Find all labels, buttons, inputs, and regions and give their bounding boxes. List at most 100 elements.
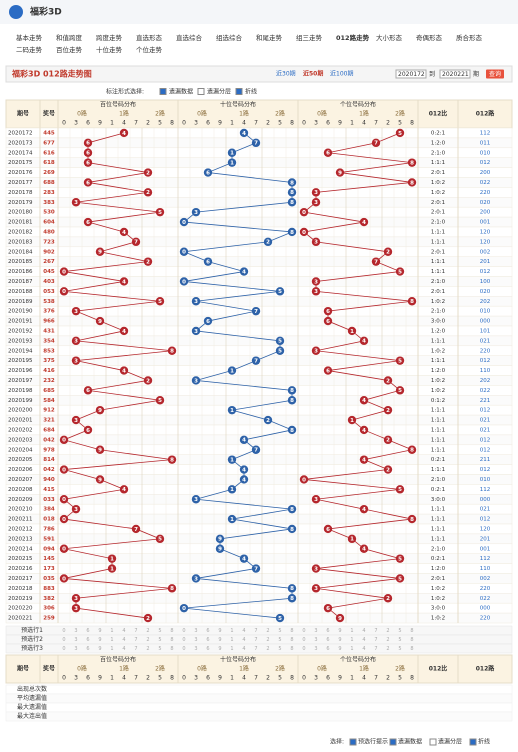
preselect-digit[interactable]: 9 bbox=[218, 637, 221, 643]
preselect-digit[interactable]: 5 bbox=[398, 646, 401, 652]
preselect-digit[interactable]: 7 bbox=[254, 637, 257, 643]
preselect-digit[interactable]: 4 bbox=[242, 637, 245, 643]
preselect-digit[interactable]: 2 bbox=[266, 628, 269, 634]
nav-link[interactable]: 十位走势 bbox=[96, 45, 123, 54]
checkbox[interactable] bbox=[235, 88, 243, 95]
preselect-digit[interactable]: 7 bbox=[374, 646, 377, 652]
nav-link[interactable]: 012路走势 bbox=[336, 33, 370, 42]
nav-link[interactable]: 组三走势 bbox=[296, 33, 323, 42]
preselect-digit[interactable]: 7 bbox=[374, 637, 377, 643]
checkbox[interactable] bbox=[429, 738, 437, 746]
preselect-digit[interactable]: 6 bbox=[86, 628, 89, 634]
preselect-digit[interactable]: 0 bbox=[62, 637, 65, 643]
preselect-digit[interactable]: 5 bbox=[278, 628, 281, 634]
checkbox[interactable] bbox=[389, 738, 397, 746]
preselect-digit[interactable]: 3 bbox=[74, 646, 77, 652]
query-button[interactable] bbox=[486, 69, 504, 79]
preselect-digit[interactable]: 6 bbox=[326, 646, 329, 652]
preselect-digit[interactable]: 5 bbox=[158, 637, 161, 643]
preselect-digit[interactable]: 2 bbox=[386, 646, 389, 652]
period-link[interactable]: 近100期 bbox=[330, 70, 353, 78]
preselect-digit[interactable]: 3 bbox=[74, 628, 77, 634]
preselect-digit[interactable]: 0 bbox=[182, 628, 185, 634]
preselect-digit[interactable]: 6 bbox=[206, 628, 209, 634]
preselect-digit[interactable]: 8 bbox=[410, 628, 413, 634]
preselect-digit[interactable]: 2 bbox=[386, 628, 389, 634]
checkbox[interactable] bbox=[159, 88, 167, 95]
nav-link[interactable]: 和尾走势 bbox=[256, 33, 283, 42]
preselect-digit[interactable]: 3 bbox=[314, 628, 317, 634]
preselect-digit[interactable]: 2 bbox=[146, 646, 149, 652]
preselect-digit[interactable]: 1 bbox=[230, 628, 233, 634]
preselect-digit[interactable]: 1 bbox=[110, 646, 113, 652]
preselect-digit[interactable]: 3 bbox=[314, 637, 317, 643]
preselect-digit[interactable]: 2 bbox=[266, 637, 269, 643]
preselect-digit[interactable]: 8 bbox=[290, 637, 293, 643]
preselect-digit[interactable]: 4 bbox=[362, 637, 365, 643]
nav-link[interactable]: 二码走势 bbox=[16, 45, 43, 54]
nav-link[interactable]: 个位走势 bbox=[136, 45, 163, 54]
nav-link[interactable]: 和值跨度 bbox=[56, 33, 83, 42]
preselect-digit[interactable]: 9 bbox=[218, 628, 221, 634]
from-input[interactable] bbox=[395, 69, 427, 79]
preselect-digit[interactable]: 0 bbox=[62, 628, 65, 634]
preselect-digit[interactable]: 9 bbox=[338, 646, 341, 652]
preselect-digit[interactable]: 0 bbox=[302, 637, 305, 643]
footer-option[interactable]: 折线 bbox=[478, 738, 490, 746]
preselect-digit[interactable]: 1 bbox=[230, 646, 233, 652]
preselect-digit[interactable]: 8 bbox=[410, 637, 413, 643]
preselect-digit[interactable]: 6 bbox=[86, 646, 89, 652]
preselect-digit[interactable]: 5 bbox=[398, 628, 401, 634]
preselect-digit[interactable]: 6 bbox=[206, 637, 209, 643]
option-label[interactable]: 遗漏分层 bbox=[207, 88, 231, 96]
preselect-digit[interactable]: 6 bbox=[86, 637, 89, 643]
preselect-digit[interactable]: 5 bbox=[278, 646, 281, 652]
option-label[interactable]: 折线 bbox=[245, 88, 257, 96]
nav-link[interactable]: 直选形态 bbox=[136, 33, 163, 42]
footer-option[interactable]: 遗漏分层 bbox=[438, 738, 462, 746]
footer-option[interactable]: 预选行提示 bbox=[358, 738, 388, 746]
preselect-digit[interactable]: 4 bbox=[122, 637, 125, 643]
preselect-digit[interactable]: 8 bbox=[290, 628, 293, 634]
nav-link[interactable]: 质合形态 bbox=[456, 33, 483, 42]
preselect-digit[interactable]: 3 bbox=[194, 646, 197, 652]
preselect-digit[interactable]: 4 bbox=[362, 628, 365, 634]
preselect-digit[interactable]: 7 bbox=[134, 628, 137, 634]
preselect-digit[interactable]: 0 bbox=[302, 628, 305, 634]
nav-link[interactable]: 跨度走势 bbox=[96, 33, 123, 42]
preselect-digit[interactable]: 7 bbox=[254, 628, 257, 634]
preselect-digit[interactable]: 0 bbox=[182, 646, 185, 652]
preselect-digit[interactable]: 0 bbox=[302, 646, 305, 652]
preselect-digit[interactable]: 9 bbox=[338, 637, 341, 643]
preselect-digit[interactable]: 1 bbox=[110, 637, 113, 643]
checkbox[interactable] bbox=[197, 88, 205, 95]
preselect-digit[interactable]: 9 bbox=[98, 646, 101, 652]
preselect-digit[interactable]: 1 bbox=[350, 628, 353, 634]
checkbox[interactable] bbox=[349, 738, 357, 746]
nav-link[interactable]: 组选综合 bbox=[216, 33, 243, 42]
preselect-digit[interactable]: 9 bbox=[218, 646, 221, 652]
preselect-digit[interactable]: 1 bbox=[350, 637, 353, 643]
preselect-digit[interactable]: 4 bbox=[242, 646, 245, 652]
preselect-digit[interactable]: 6 bbox=[326, 628, 329, 634]
period-link[interactable]: 近30期 bbox=[276, 70, 296, 78]
preselect-digit[interactable]: 9 bbox=[98, 637, 101, 643]
preselect-digit[interactable]: 1 bbox=[110, 628, 113, 634]
preselect-digit[interactable]: 0 bbox=[62, 646, 65, 652]
preselect-digit[interactable]: 6 bbox=[326, 637, 329, 643]
preselect-digit[interactable]: 3 bbox=[194, 637, 197, 643]
preselect-digit[interactable]: 4 bbox=[122, 646, 125, 652]
preselect-digit[interactable]: 5 bbox=[398, 637, 401, 643]
preselect-digit[interactable]: 0 bbox=[182, 637, 185, 643]
preselect-digit[interactable]: 1 bbox=[350, 646, 353, 652]
nav-link[interactable]: 大小形态 bbox=[376, 33, 403, 42]
preselect-digit[interactable]: 7 bbox=[254, 646, 257, 652]
preselect-digit[interactable]: 7 bbox=[134, 646, 137, 652]
preselect-digit[interactable]: 8 bbox=[410, 646, 413, 652]
preselect-digit[interactable]: 8 bbox=[170, 637, 173, 643]
preselect-digit[interactable]: 3 bbox=[314, 646, 317, 652]
preselect-digit[interactable]: 5 bbox=[278, 637, 281, 643]
preselect-digit[interactable]: 5 bbox=[158, 628, 161, 634]
preselect-digit[interactable]: 6 bbox=[206, 646, 209, 652]
preselect-digit[interactable]: 9 bbox=[338, 628, 341, 634]
